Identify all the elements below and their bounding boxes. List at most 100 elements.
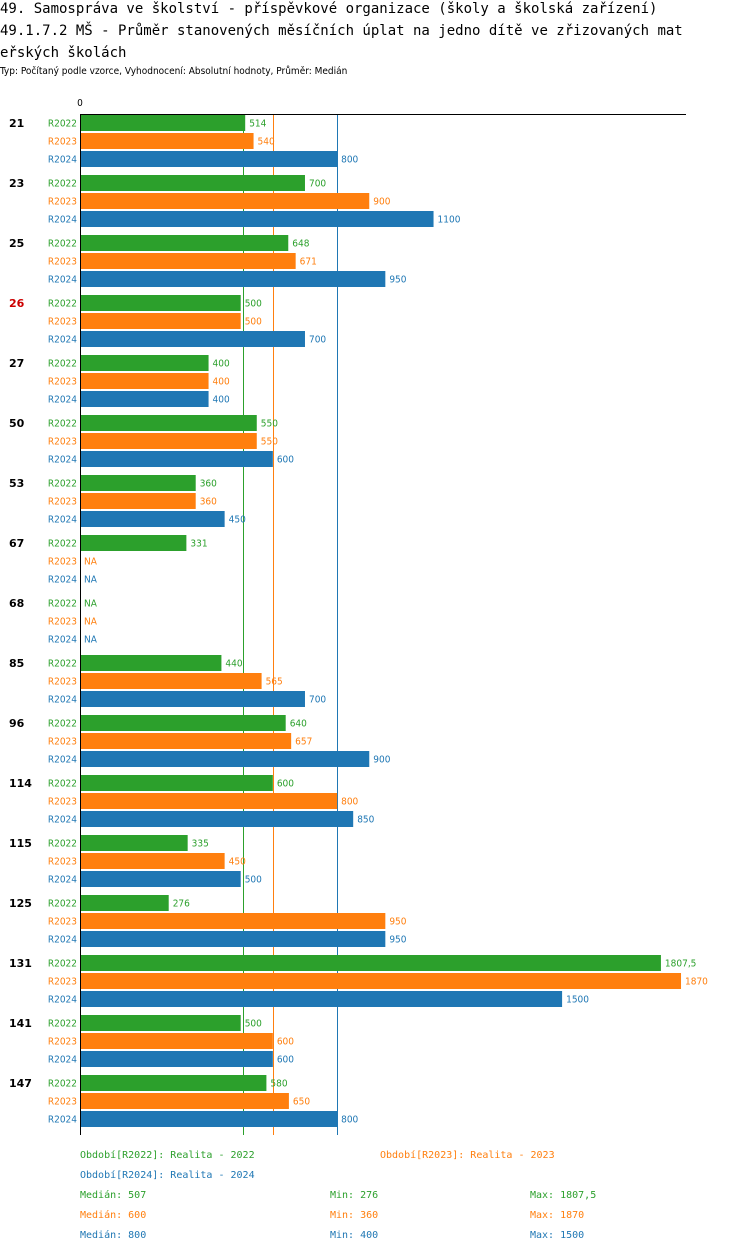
group-label-21: 21	[9, 117, 24, 130]
bar-96-r2024	[81, 751, 370, 767]
value-label-67-r2024: NA	[84, 575, 98, 586]
chart-title-line-2: 49.1.7.2 MŠ - Průměr stanovených měsíční…	[0, 23, 683, 39]
series-label-50-r2023: R2023	[48, 437, 77, 448]
chart-title-line-1: 49. Samospráva ve školství - příspěvkové…	[0, 1, 658, 17]
value-label-68-r2024: NA	[84, 635, 98, 646]
series-label-147-r2023: R2023	[48, 1097, 77, 1108]
group-label-131: 131	[9, 957, 32, 970]
value-label-53-r2023: 360	[200, 497, 217, 508]
bar-131-r2024	[81, 991, 563, 1007]
series-label-50-r2024: R2024	[48, 455, 77, 466]
group-label-96: 96	[9, 717, 25, 730]
bar-141-r2022	[81, 1015, 241, 1031]
bar-21-r2024	[81, 151, 338, 167]
bar-25-r2022	[81, 235, 289, 251]
stat-median-r2023: Medián: 600	[80, 1210, 147, 1221]
value-label-131-r2022: 1807,5	[665, 959, 696, 970]
bar-26-r2022	[81, 295, 241, 311]
bar-50-r2022	[81, 415, 257, 431]
series-label-114-r2023: R2023	[48, 797, 77, 808]
bar-85-r2024	[81, 691, 305, 707]
value-label-27-r2022: 400	[213, 359, 230, 370]
bar-114-r2024	[81, 811, 354, 827]
bar-53-r2022	[81, 475, 196, 491]
series-label-27-r2023: R2023	[48, 377, 77, 388]
series-label-141-r2022: R2022	[48, 1019, 77, 1030]
group-label-125: 125	[9, 897, 32, 910]
chart-subtitle: Typ: Počítaný podle vzorce, Vyhodnocení:…	[0, 66, 348, 77]
value-label-23-r2023: 900	[373, 197, 390, 208]
series-label-26-r2023: R2023	[48, 317, 77, 328]
bar-147-r2023	[81, 1093, 289, 1109]
series-label-114-r2022: R2022	[48, 779, 77, 790]
series-label-67-r2024: R2024	[48, 575, 77, 586]
group-label-67: 67	[9, 537, 24, 550]
series-label-114-r2024: R2024	[48, 815, 77, 826]
series-label-85-r2024: R2024	[48, 695, 77, 706]
value-label-50-r2022: 550	[261, 419, 278, 430]
bar-23-r2024	[81, 211, 434, 227]
bar-141-r2023	[81, 1033, 273, 1049]
stat-median-r2024: Medián: 800	[80, 1230, 147, 1241]
value-label-23-r2024: 1100	[438, 215, 461, 226]
series-label-85-r2023: R2023	[48, 677, 77, 688]
series-label-27-r2022: R2022	[48, 359, 77, 370]
bar-115-r2022	[81, 835, 188, 851]
value-label-147-r2023: 650	[293, 1097, 310, 1108]
series-label-125-r2022: R2022	[48, 899, 77, 910]
stat-median-r2022: Medián: 507	[80, 1190, 147, 1201]
value-label-53-r2024: 450	[229, 515, 246, 526]
series-label-131-r2023: R2023	[48, 977, 77, 988]
bar-26-r2023	[81, 313, 241, 329]
series-label-96-r2024: R2024	[48, 755, 77, 766]
value-label-141-r2024: 600	[277, 1055, 294, 1066]
series-label-27-r2024: R2024	[48, 395, 77, 406]
series-label-21-r2023: R2023	[48, 137, 77, 148]
value-label-26-r2023: 500	[245, 317, 262, 328]
stat-min-r2022: Min: 276	[330, 1190, 379, 1201]
value-label-96-r2022: 640	[290, 719, 307, 730]
series-label-68-r2023: R2023	[48, 617, 77, 628]
series-label-25-r2022: R2022	[48, 239, 77, 250]
stat-max-r2022: Max: 1807,5	[530, 1190, 597, 1201]
value-label-85-r2023: 565	[266, 677, 283, 688]
bar-26-r2024	[81, 331, 305, 347]
value-label-21-r2022: 514	[249, 119, 266, 130]
group-label-68: 68	[9, 597, 24, 610]
value-label-114-r2023: 800	[341, 797, 358, 808]
series-label-131-r2024: R2024	[48, 995, 77, 1006]
series-label-141-r2023: R2023	[48, 1037, 77, 1048]
series-label-67-r2023: R2023	[48, 557, 77, 568]
value-label-67-r2023: NA	[84, 557, 98, 568]
value-label-141-r2023: 600	[277, 1037, 294, 1048]
legend-r2022: Období[R2022]: Realita - 2022	[80, 1150, 255, 1161]
stat-min-r2024: Min: 400	[330, 1230, 379, 1241]
value-label-26-r2024: 700	[309, 335, 326, 346]
bar-114-r2022	[81, 775, 273, 791]
bar-67-r2022	[81, 535, 187, 551]
series-label-53-r2023: R2023	[48, 497, 77, 508]
value-label-115-r2022: 335	[192, 839, 209, 850]
series-label-53-r2022: R2022	[48, 479, 77, 490]
series-label-21-r2022: R2022	[48, 119, 77, 130]
group-label-85: 85	[9, 657, 24, 670]
bar-21-r2023	[81, 133, 254, 149]
bar-147-r2022	[81, 1075, 267, 1091]
bar-27-r2024	[81, 391, 209, 407]
value-label-67-r2022: 331	[190, 539, 207, 550]
group-label-25: 25	[9, 237, 24, 250]
bar-27-r2023	[81, 373, 209, 389]
value-label-125-r2023: 950	[389, 917, 406, 928]
bar-85-r2023	[81, 673, 262, 689]
value-label-141-r2022: 500	[245, 1019, 262, 1030]
bar-85-r2022	[81, 655, 222, 671]
value-label-23-r2022: 700	[309, 179, 326, 190]
bar-141-r2024	[81, 1051, 273, 1067]
series-label-115-r2023: R2023	[48, 857, 77, 868]
value-label-147-r2024: 800	[341, 1115, 358, 1126]
legend-r2023: Období[R2023]: Realita - 2023	[380, 1150, 555, 1161]
series-label-23-r2023: R2023	[48, 197, 77, 208]
value-label-26-r2022: 500	[245, 299, 262, 310]
group-label-114: 114	[9, 777, 32, 790]
bar-96-r2023	[81, 733, 292, 749]
